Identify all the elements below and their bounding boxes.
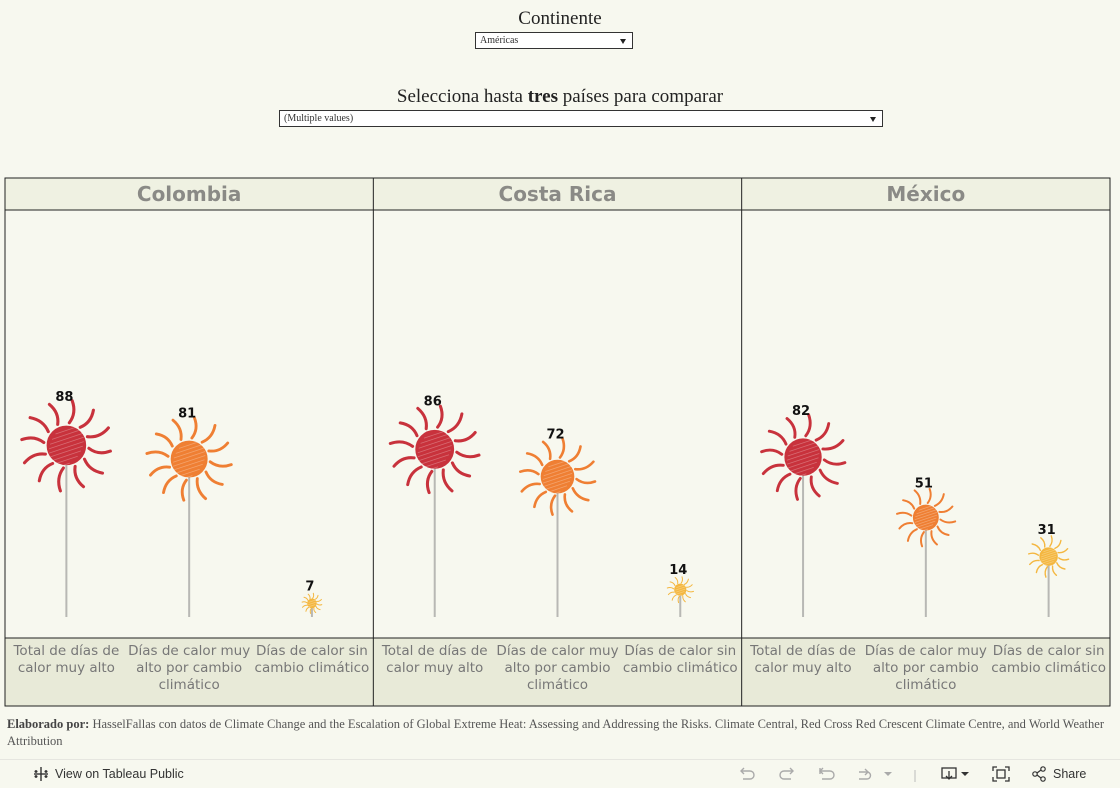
sun-mark — [1028, 535, 1070, 578]
sun-mark — [145, 416, 233, 502]
share-label: Share — [1053, 767, 1087, 781]
sun-mark — [666, 576, 694, 604]
fullscreen-icon — [992, 766, 1010, 782]
data-label: 81 — [178, 406, 196, 421]
countries-title-bold: tres — [527, 86, 558, 107]
category-label: cambio climático — [623, 660, 738, 676]
continent-select[interactable]: Américas — [475, 32, 633, 49]
category-label: alto por cambio — [136, 660, 242, 676]
panel-title: México — [886, 182, 965, 206]
countries-select-value: (Multiple values) — [284, 113, 354, 124]
category-label: Días de calor muy — [865, 643, 987, 659]
data-label: 31 — [1038, 523, 1056, 538]
category-label: cambio climático — [255, 660, 370, 676]
redo-icon — [779, 767, 794, 780]
category-label: Días de calor muy — [496, 643, 618, 659]
category-label: calor muy alto — [18, 660, 115, 676]
category-label: alto por cambio — [873, 660, 979, 676]
chevron-down-icon — [620, 39, 626, 44]
category-label: Días de calor sin — [993, 643, 1105, 659]
countries-select[interactable]: (Multiple values) — [279, 110, 883, 127]
sun-mark — [896, 487, 957, 548]
category-label: climático — [895, 677, 956, 693]
sun-mark — [760, 413, 847, 501]
sun-mark — [20, 399, 112, 493]
source-note: Elaborado por: HasselFallas con datos de… — [7, 716, 1107, 750]
download-icon — [941, 767, 969, 780]
continent-filter-title: Continente — [518, 8, 602, 29]
undo-icon — [740, 767, 755, 780]
chevron-down-icon — [870, 117, 876, 122]
panel-title: Costa Rica — [499, 182, 617, 206]
credit-text: HasselFallas con datos de Climate Change… — [7, 717, 1104, 748]
data-label: 72 — [546, 427, 564, 442]
credit-label: Elaborado por: — [7, 717, 90, 731]
sun-mark — [301, 592, 323, 614]
chart-frame — [4, 177, 1111, 707]
category-label: Días de calor sin — [624, 643, 736, 659]
category-label: cambio climático — [991, 660, 1106, 676]
data-label: 14 — [669, 563, 687, 578]
data-label: 82 — [792, 404, 810, 419]
header-band — [5, 178, 1110, 210]
data-label: 88 — [55, 390, 73, 405]
category-label: calor muy alto — [754, 660, 851, 676]
category-label: Total de días de — [381, 643, 488, 659]
category-label: Total de días de — [12, 643, 119, 659]
revert-icon — [819, 767, 835, 780]
category-label: Días de calor muy — [128, 643, 250, 659]
data-label: 51 — [915, 476, 933, 491]
redo-button[interactable] — [778, 766, 796, 782]
data-label: 86 — [424, 395, 442, 410]
undo-button[interactable] — [738, 766, 756, 782]
sun-mark — [388, 404, 481, 495]
data-label: 7 — [305, 579, 314, 594]
continent-select-value: Américas — [480, 35, 519, 46]
toolbar-divider — [914, 770, 916, 782]
refresh-button[interactable] — [856, 766, 892, 782]
countries-filter-title: Selecciona hasta tres países para compar… — [0, 86, 1120, 108]
category-label: Días de calor sin — [256, 643, 368, 659]
sun-mark — [518, 437, 597, 516]
countries-title-pre: Selecciona hasta — [396, 86, 523, 107]
share-icon — [1032, 766, 1046, 782]
category-label: alto por cambio — [505, 660, 611, 676]
category-band — [5, 638, 1110, 706]
share-button[interactable]: Share — [1031, 766, 1086, 782]
view-on-tableau-label: View on Tableau Public — [55, 767, 184, 781]
category-label: climático — [527, 677, 588, 693]
category-label: calor muy alto — [386, 660, 483, 676]
category-label: climático — [159, 677, 220, 693]
tableau-toolbar: View on Tableau Public Share — [0, 759, 1120, 788]
revert-button[interactable] — [818, 766, 836, 782]
category-label: Total de días de — [749, 643, 856, 659]
countries-title-post: países para comparar — [562, 86, 724, 107]
refresh-icon — [859, 768, 892, 780]
tableau-logo-icon — [34, 767, 48, 781]
panel-title: Colombia — [137, 182, 242, 206]
fullscreen-button[interactable] — [992, 766, 1010, 782]
view-on-tableau-button[interactable]: View on Tableau Public — [33, 766, 184, 782]
download-button[interactable] — [941, 766, 971, 782]
